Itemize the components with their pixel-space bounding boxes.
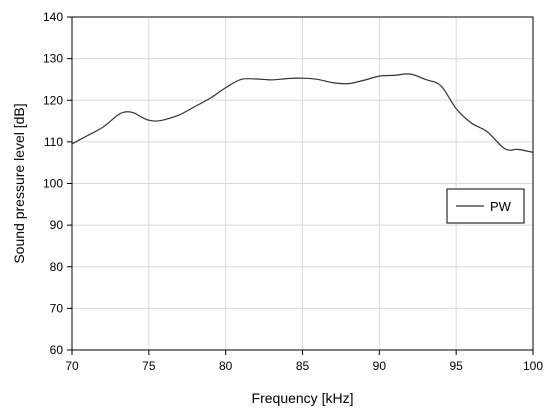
legend: PW [446, 188, 525, 224]
y-tick-label: 100 [43, 177, 63, 191]
series-layer [71, 73, 534, 153]
x-tick-label: 85 [296, 359, 310, 373]
series-line-pw [71, 73, 534, 153]
x-tick-label: 95 [449, 359, 463, 373]
x-tick-label: 100 [523, 359, 543, 373]
y-tick-label: 70 [50, 301, 64, 315]
y-tick-label: 130 [43, 52, 63, 66]
legend-label: PW [490, 199, 512, 214]
y-tick-label: 110 [44, 135, 63, 149]
x-tick-label: 70 [65, 359, 79, 373]
y-tick-label: 120 [43, 93, 63, 107]
x-axis-title: Frequency [kHz] [252, 390, 354, 406]
x-tick-label: 80 [219, 359, 233, 373]
y-tick-label: 140 [43, 10, 63, 24]
y-tick-label: 80 [50, 260, 64, 274]
x-tick-label: 75 [142, 359, 156, 373]
x-tick-label: 90 [373, 359, 387, 373]
y-tick-label: 90 [50, 218, 64, 232]
y-tick-label: 60 [50, 343, 64, 357]
y-axis-title: Sound pressure level [dB] [11, 103, 27, 263]
grid [72, 17, 533, 350]
